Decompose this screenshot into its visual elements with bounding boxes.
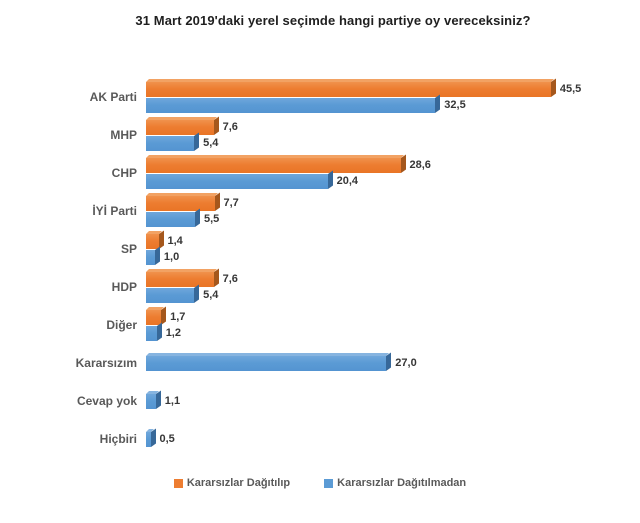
category-bars: 7,6 5,4 (146, 119, 640, 151)
category-label: Kararsızım (75, 356, 137, 370)
bar-line: 45,5 (146, 81, 640, 97)
bar-kararsizlar-dagitilip (146, 81, 551, 97)
value-label: 5,4 (203, 137, 219, 149)
value-label: 5,5 (204, 213, 220, 225)
bar-kararsizlar-dagitilmadan (146, 431, 151, 447)
category-row: İYİ Parti 7,7 5,5 (0, 192, 640, 230)
value-label: 7,6 (222, 273, 238, 285)
value-label: 5,4 (203, 289, 219, 301)
category-bars: 7,7 5,5 (146, 195, 640, 227)
value-label: 1,0 (163, 251, 180, 263)
value-label: 32,5 (444, 99, 466, 111)
bar-line: 1,4 (146, 233, 640, 249)
bar-line: 7,7 (146, 195, 640, 211)
category-row: AK Parti 45,5 32,5 (0, 78, 640, 116)
category-row: Diğer 1,7 1,2 (0, 306, 640, 344)
bar-line: 1,2 (146, 325, 640, 341)
bar-line: 0,5 (146, 431, 640, 447)
bar-line: 5,5 (146, 211, 640, 227)
value-label: 0,5 (159, 433, 175, 445)
category-label: İYİ Parti (92, 204, 137, 218)
legend-label-kararsizlar-dagitilip: Kararsızlar Dağıtılıp (186, 477, 291, 489)
bar-line: 5,4 (146, 135, 640, 151)
bar-line: 27,0 (146, 355, 640, 371)
category-bars: 0,5 (146, 431, 640, 447)
category-bars: 7,6 5,4 (146, 271, 640, 303)
bar-line: 5,4 (146, 287, 640, 303)
chart-title: 31 Mart 2019'daki yerel seçimde hangi pa… (135, 13, 531, 28)
category-bars: 1,7 1,2 (146, 309, 640, 341)
legend-swatch-blue-icon (324, 478, 334, 488)
bar-kararsizlar-dagitilmadan (146, 173, 328, 189)
legend-label-kararsizlar-dagitilmadan: Kararsızlar Dağıtılmadan (337, 477, 467, 489)
plot-area: AK Parti 45,5 32,5 MHP 7,6 5,4 CHP 28,6 20,4 İYİ … (0, 78, 640, 458)
value-label: 7,6 (222, 121, 238, 133)
category-row: SP 1,4 1,0 (0, 230, 640, 268)
legend-item-kararsizlar-dagitilip: Kararsızlar Dağıtılıp (173, 477, 291, 489)
legend: Kararsızlar Dağıtılıp Kararsızlar Dağıtı… (0, 477, 640, 489)
category-row: HDP 7,6 5,4 (0, 268, 640, 306)
category-bars: 1,1 (146, 393, 640, 409)
value-label: 1,1 (164, 395, 181, 407)
value-label: 45,5 (559, 83, 582, 95)
category-bars: 27,0 (146, 355, 640, 371)
bar-kararsizlar-dagitilip (146, 233, 159, 249)
category-label: Cevap yok (76, 394, 137, 408)
value-label: 1,2 (165, 327, 181, 339)
bar-line: 1,7 (146, 309, 640, 325)
category-bars: 28,6 20,4 (146, 157, 640, 189)
value-label: 1,4 (167, 235, 183, 247)
bar-kararsizlar-dagitilmadan (146, 97, 436, 113)
bar-kararsizlar-dagitilmadan (146, 249, 155, 265)
category-label: HDP (111, 280, 137, 294)
bar-line: 32,5 (146, 97, 640, 113)
legend-swatch-orange-icon (173, 478, 183, 488)
bar-line: 1,1 (146, 393, 640, 409)
category-label: MHP (110, 128, 137, 142)
bar-line: 7,6 (146, 119, 640, 135)
category-row: CHP 28,6 20,4 (0, 154, 640, 192)
bar-kararsizlar-dagitilip (146, 309, 162, 325)
category-row: Cevap yok 1,1 (0, 382, 640, 420)
bar-kararsizlar-dagitilip (146, 157, 401, 173)
bar-kararsizlar-dagitilmadan (146, 355, 387, 371)
bar-line: 7,6 (146, 271, 640, 287)
category-label: CHP (111, 166, 137, 180)
legend-item-kararsizlar-dagitilmadan: Kararsızlar Dağıtılmadan (324, 477, 466, 489)
category-row: Hiçbiri 0,5 (0, 420, 640, 458)
category-row: Kararsızım 27,0 (0, 344, 640, 382)
category-bars: 45,5 32,5 (146, 81, 640, 113)
value-label: 27,0 (395, 357, 417, 369)
category-row: MHP 7,6 5,4 (0, 116, 640, 154)
bar-line: 28,6 (146, 157, 640, 173)
value-label: 7,7 (223, 197, 239, 209)
category-bars: 1,4 1,0 (146, 233, 640, 265)
bar-kararsizlar-dagitilip (146, 195, 215, 211)
value-label: 20,4 (336, 175, 359, 187)
bar-kararsizlar-dagitilip (146, 271, 214, 287)
bar-kararsizlar-dagitilip (146, 119, 214, 135)
bar-line: 20,4 (146, 173, 640, 189)
category-label: SP (120, 242, 137, 256)
category-label: Hiçbiri (99, 432, 137, 446)
category-label: AK Parti (89, 90, 137, 104)
bar-kararsizlar-dagitilmadan (146, 287, 195, 303)
bar-kararsizlar-dagitilmadan (146, 211, 195, 227)
category-label: Diğer (106, 318, 137, 332)
bar-kararsizlar-dagitilmadan (146, 135, 195, 151)
value-label: 1,7 (170, 311, 186, 323)
bar-kararsizlar-dagitilmadan (146, 393, 156, 409)
bar-kararsizlar-dagitilmadan (146, 325, 157, 341)
value-label: 28,6 (409, 159, 431, 171)
bar-line: 1,0 (146, 249, 640, 265)
